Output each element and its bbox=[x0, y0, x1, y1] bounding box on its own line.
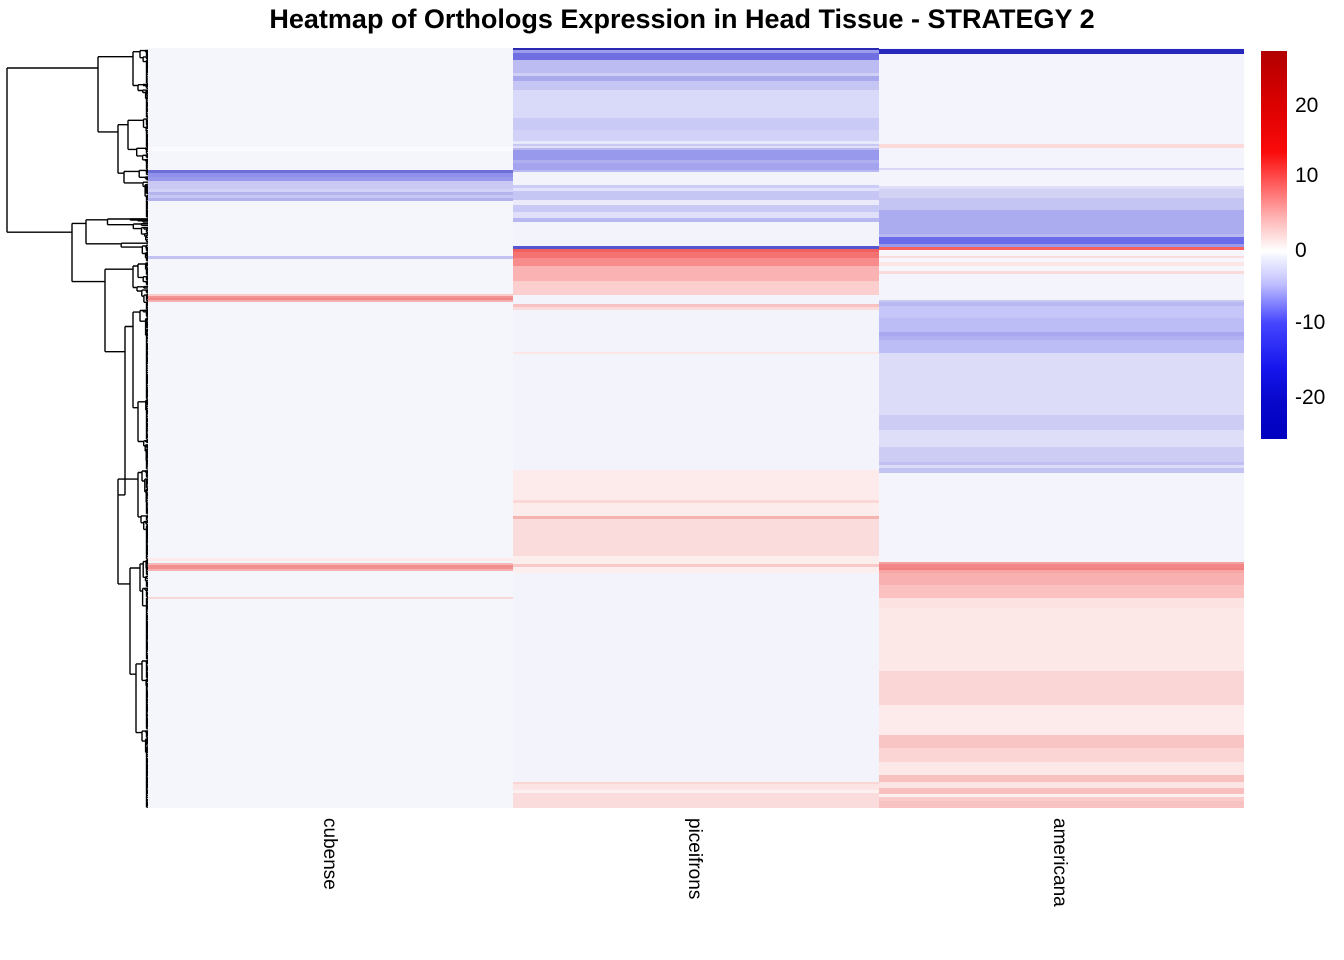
colorbar-tick-label: -10 bbox=[1295, 310, 1326, 334]
heatmap-grid bbox=[148, 48, 1244, 808]
colorbar-tick-label: -20 bbox=[1295, 385, 1326, 409]
column-label-piceifrons: piceifrons bbox=[684, 818, 705, 900]
colorbar-tick-label: 20 bbox=[1295, 94, 1319, 118]
row-dendrogram bbox=[6, 49, 148, 808]
column-label-americana: americana bbox=[1049, 818, 1070, 907]
colorbar bbox=[1261, 51, 1287, 439]
column-label-cubense: cubense bbox=[319, 818, 340, 890]
heatmap-column-piceifrons bbox=[513, 48, 879, 808]
colorbar-tick-label: 0 bbox=[1295, 238, 1307, 262]
colorbar-tick-label: 10 bbox=[1295, 163, 1319, 187]
heatmap-column-cubense bbox=[148, 48, 513, 808]
heatmap-column-americana bbox=[879, 48, 1244, 808]
chart-title: Heatmap of Orthologs Expression in Head … bbox=[269, 4, 1095, 34]
